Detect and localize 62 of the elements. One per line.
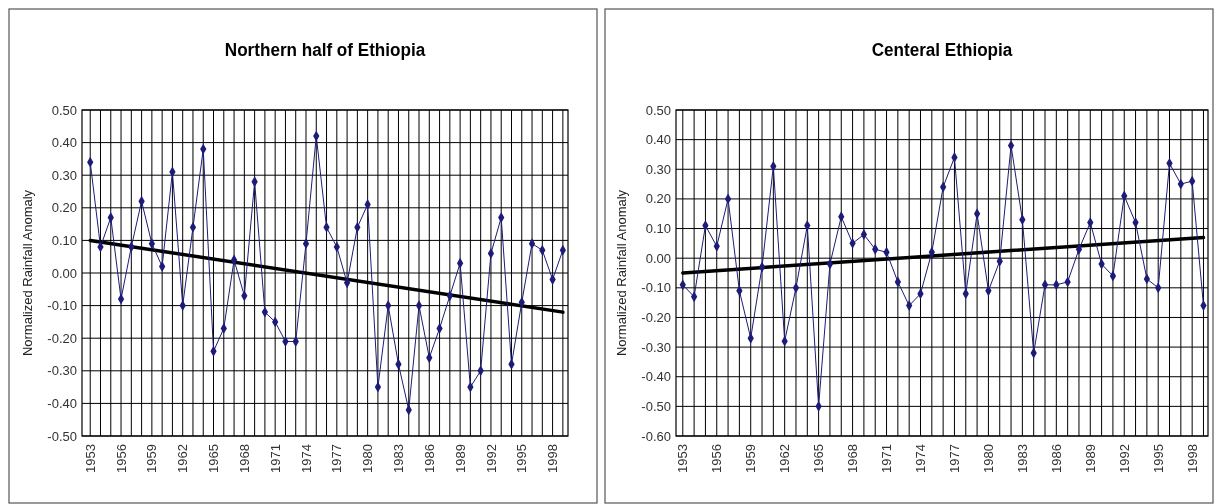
x-tick-label: 1983 bbox=[1014, 444, 1030, 473]
y-tick-label: 0.30 bbox=[51, 167, 77, 183]
y-tick-label: 0.50 bbox=[645, 102, 671, 118]
x-tick-label: 1962 bbox=[175, 444, 191, 473]
x-tick-label: 1956 bbox=[709, 444, 725, 473]
x-tick-label: 1992 bbox=[1116, 444, 1132, 473]
y-tick-label: 0.30 bbox=[645, 161, 671, 177]
y-tick-label: 0.00 bbox=[645, 250, 671, 266]
x-tick-label: 1971 bbox=[267, 444, 283, 473]
x-tick-label: 1998 bbox=[1184, 444, 1200, 473]
chart-title: Northern half of Ethiopia bbox=[224, 39, 427, 61]
y-tick-label: 0.00 bbox=[51, 265, 77, 281]
x-tick-label: 1953 bbox=[675, 444, 691, 473]
x-tick-label: 1983 bbox=[391, 444, 407, 473]
x-tick-label: 1986 bbox=[421, 444, 437, 473]
x-tick-label: 1977 bbox=[329, 444, 345, 473]
x-tick-label: 1959 bbox=[743, 444, 759, 473]
y-tick-label: -0.10 bbox=[47, 298, 77, 314]
x-tick-label: 1956 bbox=[113, 444, 129, 473]
y-tick-label: 0.50 bbox=[51, 102, 77, 118]
y-tick-label: -0.40 bbox=[47, 395, 77, 411]
x-tick-label: 1965 bbox=[206, 444, 222, 473]
y-tick-label: 0.40 bbox=[51, 135, 77, 151]
y-tick-label: -0.30 bbox=[641, 339, 671, 355]
y-axis-title: Normalized Rainfall Anomaly bbox=[20, 189, 35, 357]
y-tick-label: -0.60 bbox=[641, 428, 671, 444]
y-tick-label: 0.10 bbox=[645, 221, 671, 237]
y-tick-label: -0.50 bbox=[47, 428, 77, 444]
x-tick-label: 1995 bbox=[1150, 444, 1166, 473]
x-tick-label: 1986 bbox=[1048, 444, 1064, 473]
y-tick-label: 0.20 bbox=[51, 200, 77, 216]
x-tick-label: 1974 bbox=[913, 444, 929, 473]
x-tick-label: 1980 bbox=[980, 444, 996, 473]
x-tick-label: 1977 bbox=[947, 444, 962, 473]
y-tick-label: 0.40 bbox=[645, 132, 671, 148]
y-tick-label: 0.20 bbox=[645, 191, 671, 207]
x-tick-label: 1989 bbox=[1082, 444, 1098, 473]
y-tick-label: -0.10 bbox=[641, 280, 671, 296]
y-tick-label: -0.40 bbox=[641, 369, 671, 385]
y-axis-title: Normalized Rainfall Anomaly bbox=[614, 189, 629, 357]
y-tick-label: -0.30 bbox=[47, 363, 77, 379]
point bbox=[860, 229, 868, 240]
x-tick-label: 1962 bbox=[777, 444, 793, 473]
x-tick-label: 1980 bbox=[360, 444, 376, 473]
y-tick-label: -0.20 bbox=[641, 310, 671, 325]
chart-title: Centeral Ethiopia bbox=[871, 39, 1014, 61]
x-tick-label: 1971 bbox=[879, 444, 895, 473]
point bbox=[487, 248, 495, 259]
x-tick-label: 1995 bbox=[514, 444, 530, 473]
y-tick-label: -0.50 bbox=[641, 398, 671, 414]
y-tick-label: 0.10 bbox=[51, 232, 77, 248]
point bbox=[1007, 140, 1015, 151]
x-tick-label: 1974 bbox=[298, 444, 314, 473]
x-tick-label: 1989 bbox=[452, 444, 468, 473]
x-tick-label: 1959 bbox=[144, 444, 160, 473]
x-tick-label: 1998 bbox=[545, 444, 561, 473]
y-tick-label: -0.20 bbox=[47, 330, 77, 346]
x-tick-label: 1992 bbox=[483, 444, 499, 473]
x-tick-label: 1968 bbox=[845, 444, 861, 473]
x-tick-label: 1953 bbox=[82, 444, 98, 473]
x-tick-label: 1968 bbox=[236, 444, 252, 473]
x-tick-label: 1965 bbox=[811, 444, 827, 473]
